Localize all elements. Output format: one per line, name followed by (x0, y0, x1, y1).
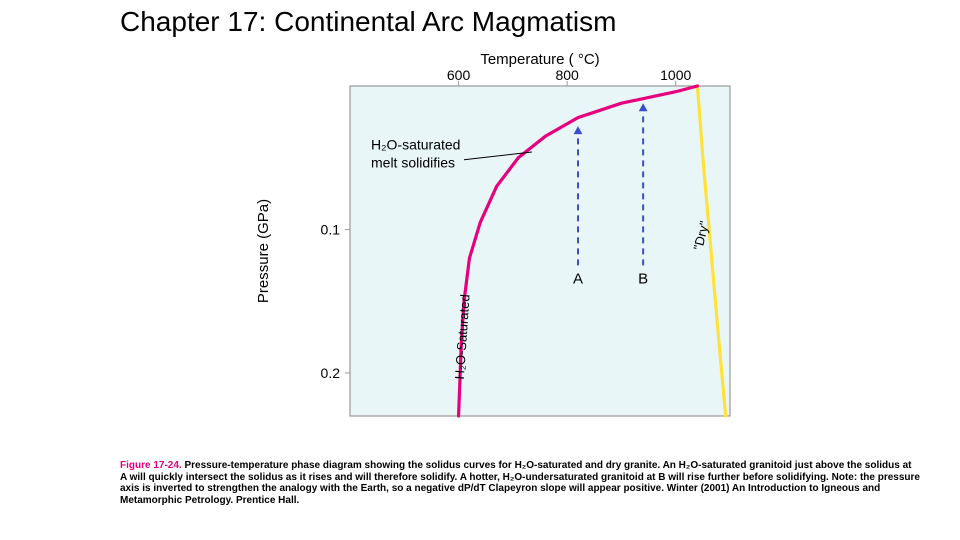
phase-diagram-chart: Temperature ( °C) 600 800 1000 Pressure (GPa… (240, 50, 760, 450)
figure-label: Figure 17-24. (120, 460, 182, 471)
svg-text:600: 600 (447, 67, 471, 83)
svg-text:A: A (573, 270, 583, 287)
svg-text:melt solidifies: melt solidifies (371, 155, 455, 171)
svg-text:0.1: 0.1 (321, 221, 341, 237)
svg-text:Pressure (GPa): Pressure (GPa) (255, 199, 272, 303)
svg-text:B: B (638, 270, 648, 287)
svg-text:0.2: 0.2 (321, 365, 341, 381)
figure-body: Pressure-temperature phase diagram showi… (120, 460, 920, 506)
svg-text:H₂O-saturated: H₂O-saturated (371, 137, 460, 153)
figure-caption: Figure 17-24. Pressure-temperature phase… (120, 460, 920, 506)
svg-text:Temperature ( °C): Temperature ( °C) (480, 51, 599, 68)
svg-text:1000: 1000 (660, 67, 691, 83)
page-title: Chapter 17: Continental Arc Magmatism (120, 6, 616, 38)
svg-text:800: 800 (555, 67, 579, 83)
